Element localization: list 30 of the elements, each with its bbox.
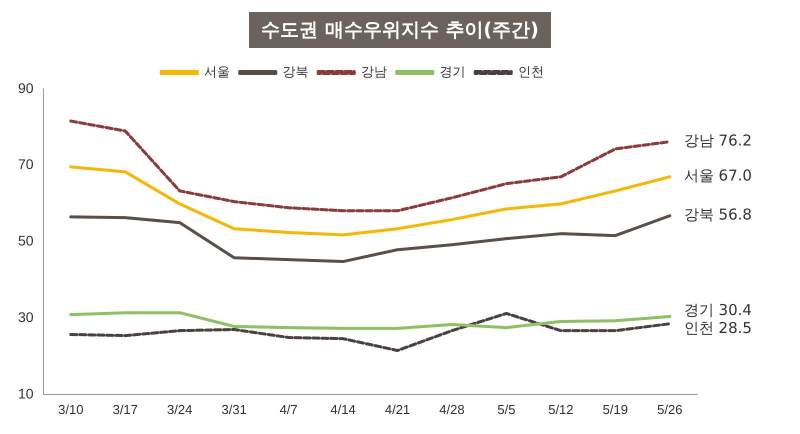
chart-title: 수도권 매수우위지수 추이(주간) [249,12,551,48]
x-tick-label: 5/19 [602,402,628,417]
x-tick-label: 5/26 [657,402,682,417]
legend-label: 경기 [439,64,466,80]
x-tick-label: 5/12 [548,402,574,417]
x-tick-label: 3/17 [112,402,138,417]
annotation: 인천 28.5 [684,319,752,338]
legend-label: 인천 [518,64,544,80]
y-tick-label: 90 [18,80,34,96]
line-series [69,120,672,212]
x-tick-label: 4/28 [439,402,465,417]
y-tick-label: 70 [18,156,34,172]
x-tick-label: 4/14 [330,402,356,417]
legend-label: 서울 [204,64,230,80]
legend-label: 강북 [282,64,308,80]
line-series [69,312,672,352]
x-tick-label: 3/24 [167,402,192,417]
annotation: 강북 56.8 [684,206,752,224]
annotation: 강남 76.2 [684,132,752,150]
x-tick-label: 4/7 [280,402,298,417]
y-tick-label: 50 [18,232,34,249]
x-tick-label: 4/21 [384,402,410,417]
x-tick-label: 3/31 [222,402,247,417]
y-tick-label: 30 [18,308,34,325]
annotation: 경기 30.4 [684,301,752,320]
x-tick-label: 3/10 [58,402,84,417]
x-tick-label: 5/5 [497,402,516,417]
annotation: 서울 67.0 [684,166,752,185]
legend-label: 강남 [360,64,387,80]
y-tick-label: 10 [18,385,34,402]
